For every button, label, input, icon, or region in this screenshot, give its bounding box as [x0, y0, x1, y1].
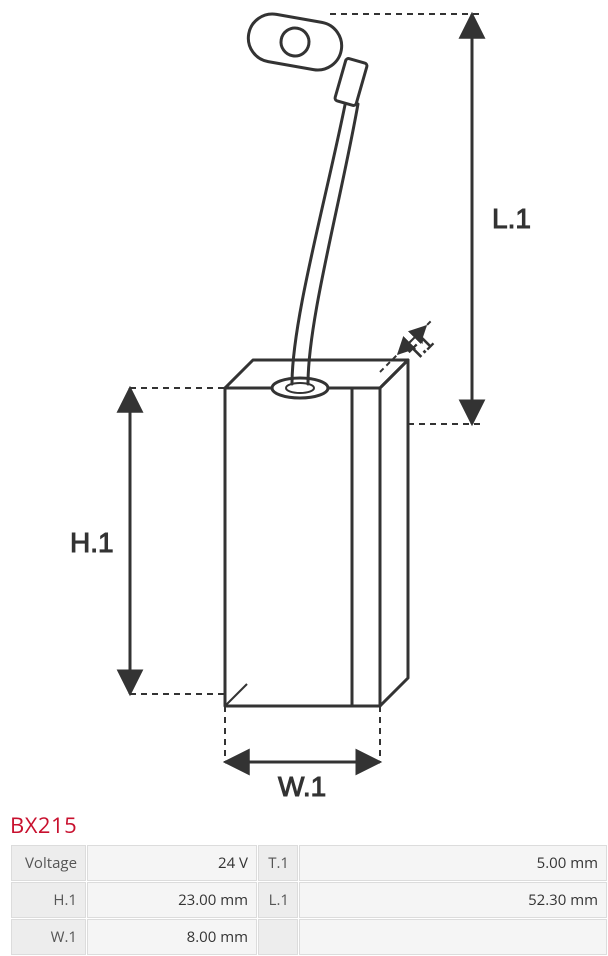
spec-value	[299, 919, 607, 955]
spec-label: L.1	[258, 882, 298, 918]
spec-value: 5.00 mm	[299, 845, 607, 881]
spec-label: H.1	[11, 882, 86, 918]
spec-label: W.1	[11, 919, 86, 955]
dimension-w1: W.1	[225, 706, 380, 802]
label-w1: W.1	[278, 771, 326, 802]
spec-value: 52.30 mm	[299, 882, 607, 918]
spec-label: Voltage	[11, 845, 86, 881]
label-t1: T.1	[406, 332, 437, 363]
part-code: BX215	[0, 810, 608, 844]
label-h1: H.1	[70, 527, 114, 558]
lead-wire	[245, 10, 368, 398]
brush-body	[225, 360, 408, 706]
table-row: W.18.00 mm	[11, 919, 607, 955]
label-l1: L.1	[492, 203, 531, 234]
spec-value: 23.00 mm	[87, 882, 257, 918]
spec-label	[258, 919, 298, 955]
table-row: Voltage24 VT.15.00 mm	[11, 845, 607, 881]
diagram-svg: H.1 W.1 L.1 T.1	[0, 0, 608, 810]
spec-value: 8.00 mm	[87, 919, 257, 955]
spec-table: Voltage24 VT.15.00 mmH.123.00 mmL.152.30…	[10, 844, 608, 956]
dimension-h1: H.1	[70, 388, 225, 694]
spec-value: 24 V	[87, 845, 257, 881]
spec-label: T.1	[258, 845, 298, 881]
technical-diagram: H.1 W.1 L.1 T.1	[0, 0, 608, 810]
table-row: H.123.00 mmL.152.30 mm	[11, 882, 607, 918]
